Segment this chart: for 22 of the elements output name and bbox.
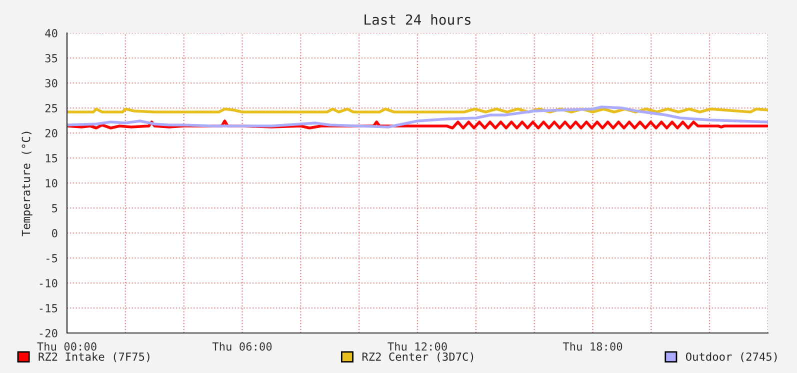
legend-label: Outdoor (2745) xyxy=(686,352,777,362)
y-axis-title: Temperature (°C) xyxy=(22,132,32,236)
y-tick-label: -20 xyxy=(40,329,58,338)
chart-title: Last 24 hours xyxy=(364,14,470,25)
y-tick-label: -5 xyxy=(46,254,58,262)
y-tick-label: 35 xyxy=(45,54,58,62)
y-tick-label: 40 xyxy=(45,29,58,38)
x-tick-label: Thu 12:00 xyxy=(388,342,447,351)
y-tick-label: -10 xyxy=(40,279,58,288)
y-tick-label: 30 xyxy=(45,79,58,88)
x-tick-label: Thu 06:00 xyxy=(212,342,272,351)
legend-label: RZ2 Intake (7F75) xyxy=(38,352,150,362)
y-tick-label: 25 xyxy=(45,104,58,112)
legend-label: RZ2 Center (3D7C) xyxy=(362,352,474,362)
y-tick-label: 15 xyxy=(46,154,58,162)
y-tick-label: 20 xyxy=(45,129,58,138)
y-tick-label: 0 xyxy=(52,229,58,238)
y-tick-label: -15 xyxy=(40,304,58,312)
x-tick-label: Thu 18:00 xyxy=(562,342,622,351)
y-tick-label: 10 xyxy=(46,179,58,188)
y-tick-label: 5 xyxy=(52,204,58,212)
x-tick-label: Thu 00:00 xyxy=(37,342,96,351)
